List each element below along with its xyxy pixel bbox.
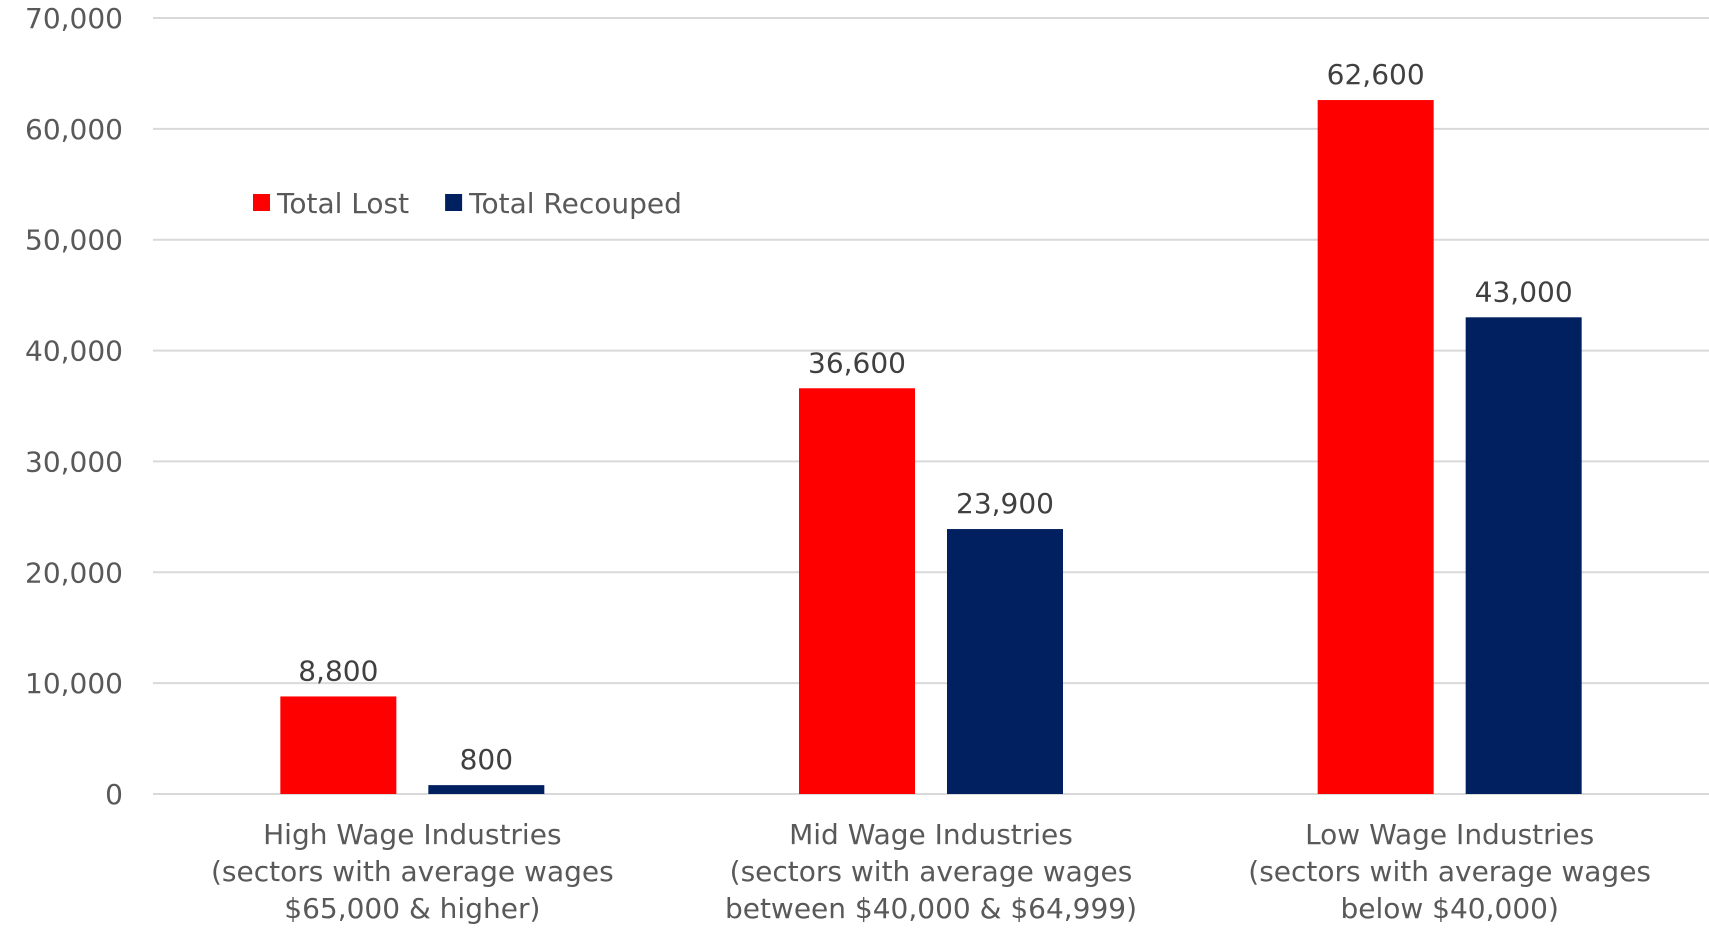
category-label-2-line-0: Low Wage Industries (1305, 818, 1594, 851)
y-axis-tick-labels: 0 10,000 20,000 30,000 40,000 50,000 60,000 70,… (25, 2, 123, 811)
category-label-2-line-1: (sectors with average wages (1248, 855, 1651, 888)
y-tick-label-6: 60,000 (25, 113, 123, 146)
legend-label-0: Total Lost (276, 187, 409, 220)
legend-swatch-1 (445, 194, 463, 211)
bar-total-recouped-2 (1465, 317, 1582, 794)
y-tick-label-7: 70,000 (25, 2, 123, 35)
y-tick-label-4: 40,000 (25, 335, 123, 368)
category-label-1-line-2: between $40,000 & $64,999) (725, 892, 1137, 925)
legend-label-1: Total Recouped (468, 187, 682, 220)
x-axis-category-labels: High Wage Industries (sectors with averag… (211, 818, 1651, 925)
y-tick-label-3: 30,000 (25, 445, 123, 478)
category-label-2-line-2: below $40,000) (1340, 892, 1558, 925)
data-label-total-lost-1: 36,600 (808, 346, 906, 379)
bar-total-recouped-1 (947, 529, 1063, 794)
category-label-1-line-0: Mid Wage Industries (789, 818, 1073, 851)
data-labels: 8,800 800 36,600 23,900 62,600 43,000 (298, 58, 1572, 776)
gridlines (153, 17, 1709, 795)
bars (280, 100, 1582, 794)
legend: Total Lost Total Recouped (253, 187, 682, 220)
category-label-0-line-0: High Wage Industries (263, 818, 561, 851)
y-tick-label-1: 10,000 (25, 667, 123, 700)
y-tick-label-5: 50,000 (25, 224, 123, 257)
category-label-0-line-2: $65,000 & higher) (284, 892, 540, 925)
bar-total-lost-0 (280, 696, 397, 794)
bar-total-lost-2 (1317, 100, 1434, 794)
data-label-total-lost-0: 8,800 (298, 654, 378, 687)
bar-total-lost-1 (799, 388, 915, 794)
legend-swatch-0 (253, 194, 270, 211)
bar-total-recouped-0 (428, 785, 545, 794)
y-tick-label-0: 0 (105, 778, 123, 811)
data-label-total-recouped-1: 23,900 (956, 487, 1054, 520)
y-tick-label-2: 20,000 (25, 556, 123, 589)
category-label-0-line-1: (sectors with average wages (211, 855, 614, 888)
data-label-total-recouped-0: 800 (460, 743, 513, 776)
category-label-1-line-1: (sectors with average wages (730, 855, 1133, 888)
data-label-total-lost-2: 62,600 (1327, 58, 1425, 91)
data-label-total-recouped-2: 43,000 (1475, 275, 1573, 308)
